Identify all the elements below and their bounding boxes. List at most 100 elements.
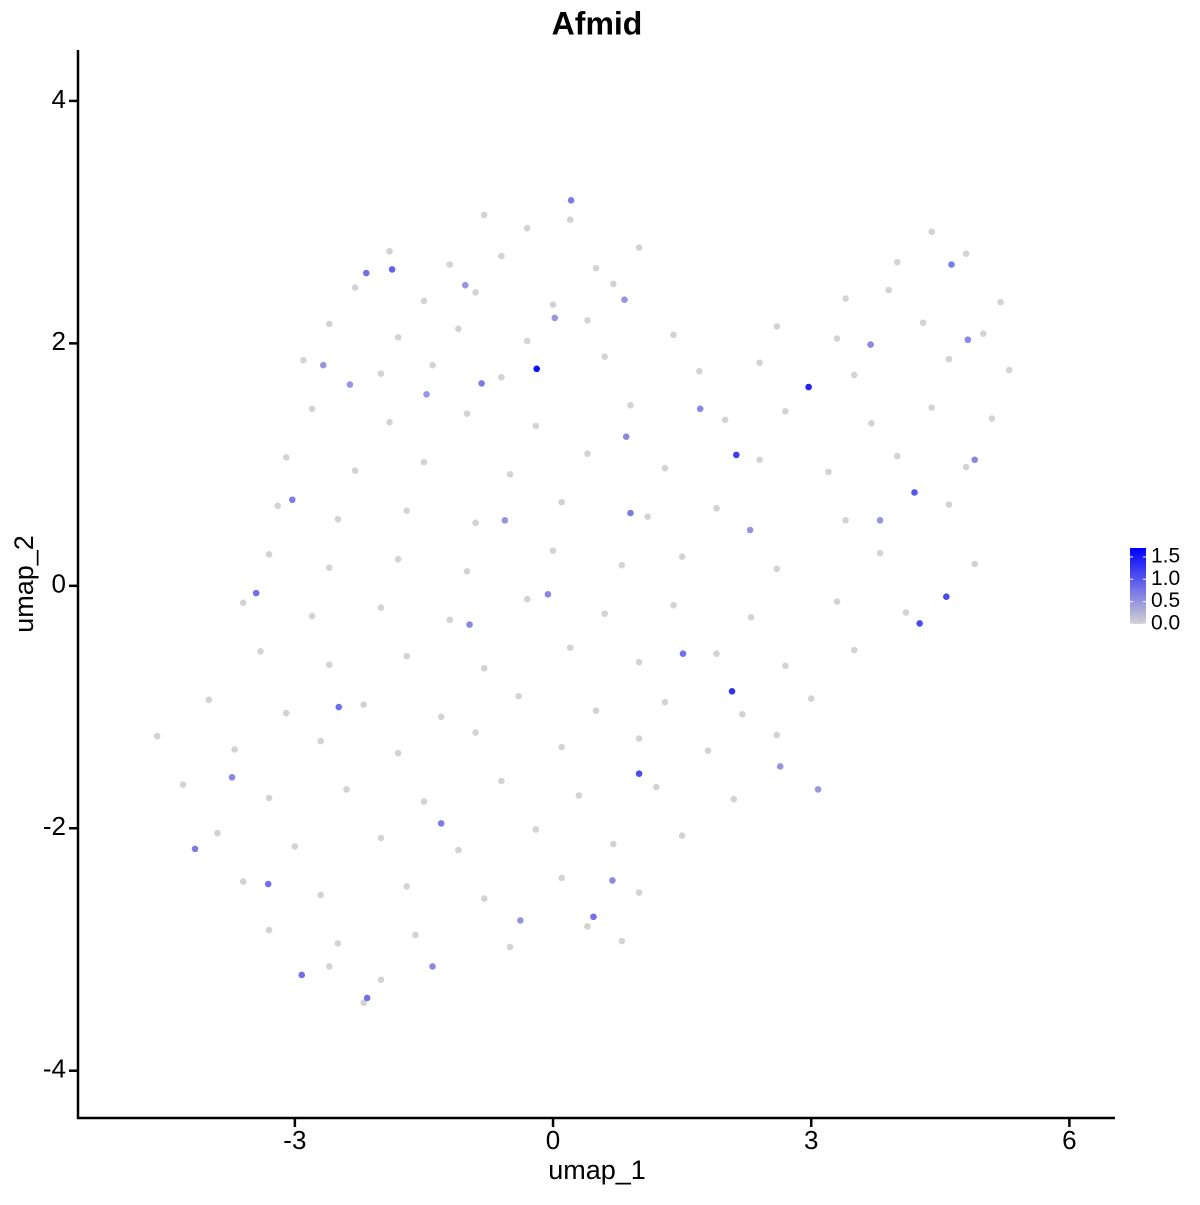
point <box>360 701 368 708</box>
point <box>532 422 540 430</box>
point <box>498 252 505 260</box>
point <box>351 467 359 474</box>
point <box>480 211 488 219</box>
x-tick-label: 0 <box>546 1125 560 1155</box>
point <box>532 826 540 833</box>
point <box>274 502 281 510</box>
point <box>609 280 617 288</box>
point <box>403 883 411 890</box>
point <box>423 390 430 398</box>
x-tick-label: 3 <box>804 1125 818 1155</box>
point <box>584 317 591 324</box>
point <box>916 620 923 627</box>
point <box>661 464 669 472</box>
point <box>807 695 815 702</box>
chart-title: Afmid <box>552 5 643 41</box>
point <box>394 555 402 563</box>
point <box>191 845 199 853</box>
point <box>962 250 970 257</box>
point <box>833 598 841 605</box>
point <box>782 662 789 670</box>
point <box>592 707 600 714</box>
point <box>773 323 781 330</box>
point <box>446 616 454 624</box>
point <box>704 747 712 754</box>
point <box>814 786 822 793</box>
point <box>205 696 213 704</box>
point <box>756 456 763 464</box>
point <box>876 517 884 524</box>
point <box>429 963 436 970</box>
point <box>678 832 686 839</box>
point <box>678 553 686 561</box>
point <box>394 749 402 757</box>
point <box>980 330 987 337</box>
point <box>943 593 950 601</box>
point <box>420 798 428 805</box>
point <box>670 331 677 339</box>
point <box>733 451 740 459</box>
point <box>429 361 436 369</box>
colorbar-tick-label: 0.0 <box>1151 612 1180 635</box>
point <box>850 371 858 379</box>
y-tick-label: 2 <box>52 326 66 356</box>
point <box>928 404 935 411</box>
point <box>971 560 979 568</box>
point <box>644 513 652 521</box>
point <box>214 829 221 837</box>
point <box>515 692 522 700</box>
point <box>805 383 812 391</box>
point <box>506 943 514 951</box>
point <box>635 244 643 251</box>
point <box>346 381 354 388</box>
point <box>265 550 273 558</box>
x-axis-title: umap_1 <box>548 1155 646 1185</box>
point <box>893 452 901 460</box>
point <box>868 420 875 427</box>
point <box>825 468 832 476</box>
point <box>264 880 272 888</box>
point <box>948 261 955 268</box>
point <box>291 843 299 850</box>
point <box>239 599 247 607</box>
point <box>472 729 479 736</box>
point <box>325 320 333 328</box>
point <box>997 298 1004 306</box>
point <box>335 703 343 711</box>
point <box>265 926 273 934</box>
point <box>566 216 574 224</box>
point <box>618 937 626 945</box>
point <box>351 284 359 291</box>
point <box>971 456 979 464</box>
point <box>463 567 471 575</box>
point <box>551 314 559 322</box>
point <box>343 786 350 793</box>
point <box>782 407 789 415</box>
colorbar <box>1130 548 1146 624</box>
point <box>420 458 428 466</box>
point <box>609 877 616 884</box>
point <box>919 319 927 327</box>
point <box>679 650 687 658</box>
point <box>363 994 371 1002</box>
point <box>945 501 953 508</box>
point <box>728 687 736 695</box>
point <box>437 820 445 827</box>
point <box>386 418 393 426</box>
point <box>776 763 784 770</box>
point <box>282 709 290 717</box>
point <box>334 515 342 523</box>
point <box>282 454 290 461</box>
point <box>653 783 660 791</box>
point <box>478 380 485 387</box>
point <box>962 463 970 471</box>
point <box>713 504 720 512</box>
point <box>713 650 720 658</box>
point <box>308 612 316 620</box>
x-tick-label: 6 <box>1062 1125 1076 1155</box>
point <box>867 341 874 348</box>
point <box>566 644 574 651</box>
point <box>696 405 704 413</box>
point <box>394 334 402 341</box>
